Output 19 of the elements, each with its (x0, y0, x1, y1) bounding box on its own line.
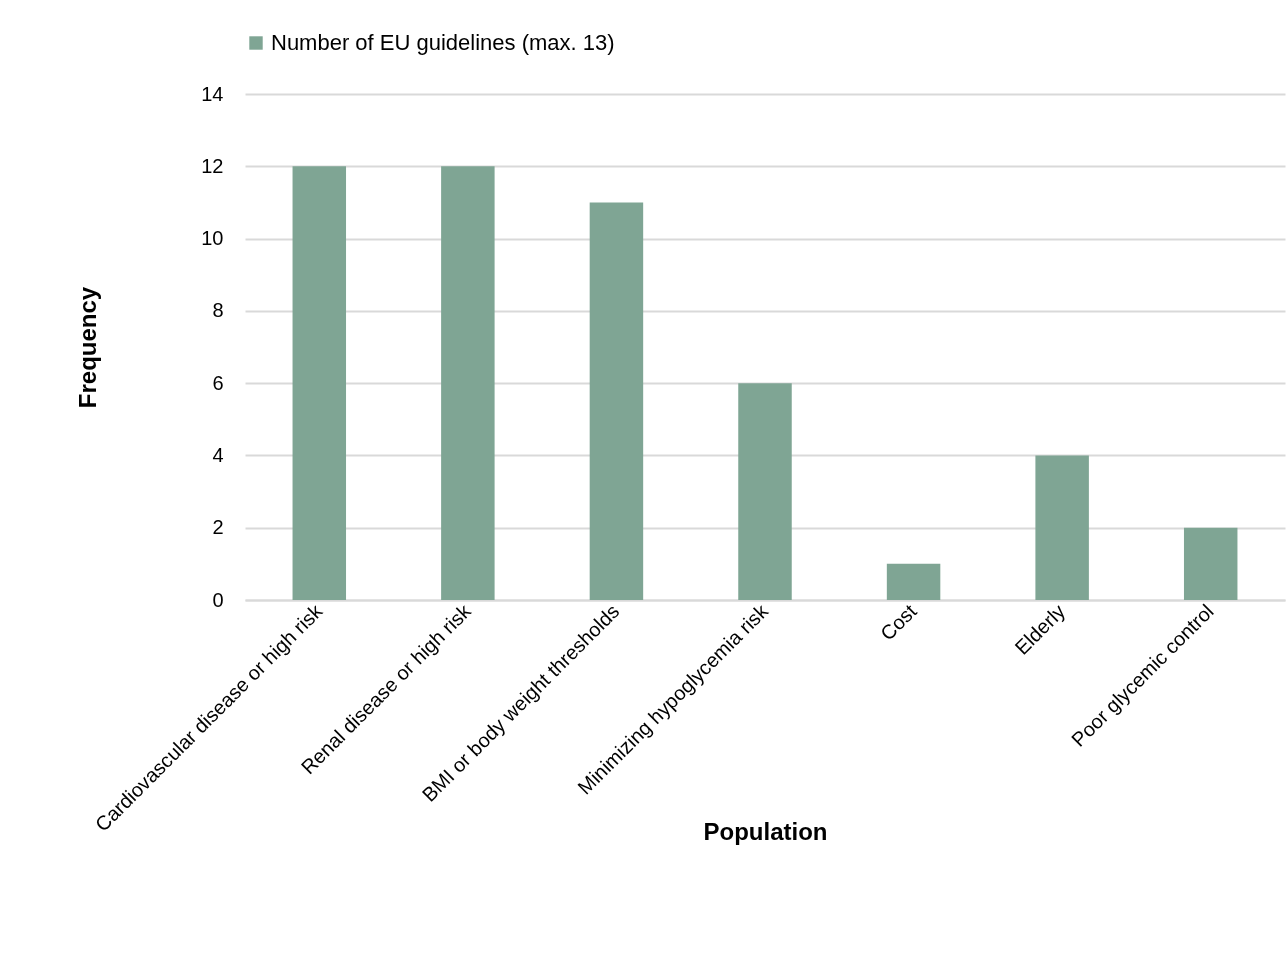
y-tick-label: 6 (212, 371, 224, 394)
legend-label: Number of EU guidelines (max. 13) (271, 30, 615, 55)
y-tick-label: 0 (212, 588, 224, 611)
y-tick-label: 14 (201, 82, 224, 105)
y-tick-label: 2 (212, 516, 224, 539)
y-tick-label: 4 (212, 443, 224, 466)
bar (886, 563, 941, 600)
y-tick-label: 12 (201, 154, 224, 177)
y-tick-label: 8 (212, 299, 224, 322)
y-axis-title: Frequency (74, 286, 102, 409)
bar (1035, 455, 1089, 600)
x-tick-label: Cost (876, 599, 921, 645)
bar (589, 202, 644, 600)
bar (738, 383, 792, 600)
y-tick-label: 10 (201, 227, 224, 250)
x-axis-title: Population (703, 817, 828, 845)
bar (1183, 527, 1238, 600)
bar (441, 166, 495, 600)
bar (292, 166, 347, 600)
